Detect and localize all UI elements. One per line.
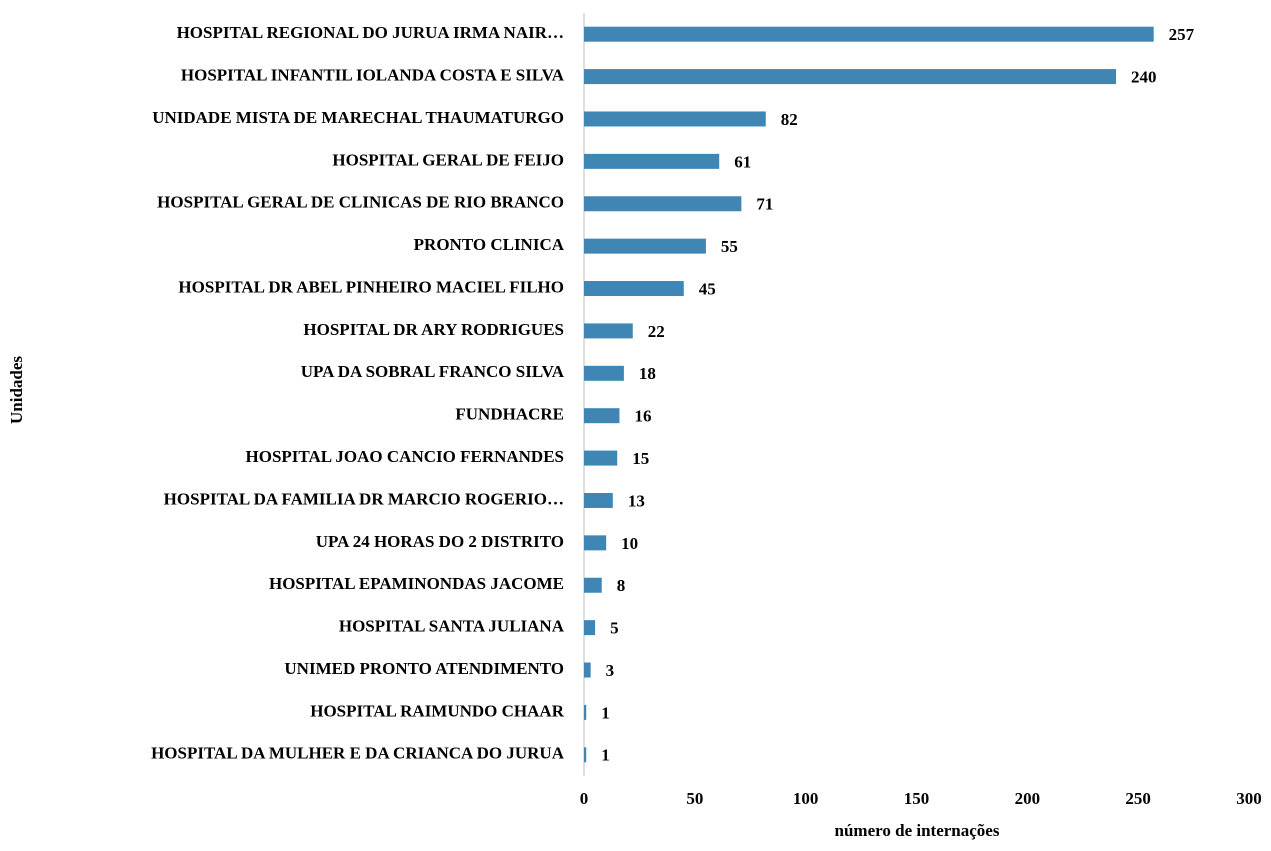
bar	[584, 281, 684, 297]
bar	[584, 365, 624, 381]
data-label: 257	[1169, 25, 1195, 44]
data-label: 71	[756, 195, 773, 214]
data-label: 55	[721, 237, 738, 256]
bar	[584, 492, 613, 508]
y-tick-label: PRONTO CLINICA	[414, 235, 565, 254]
y-tick-label: UPA DA SOBRAL FRANCO SILVA	[301, 362, 565, 381]
y-tick-label: HOSPITAL DR ARY RODRIGUES	[303, 320, 564, 339]
bar	[584, 620, 596, 636]
bar	[584, 238, 706, 254]
y-tick-label: UPA 24 HORAS DO 2 DISTRITO	[316, 532, 564, 551]
y-tick-label: FUNDHACRE	[455, 405, 564, 424]
x-axis-label: número de internações	[835, 821, 1000, 840]
y-tick-label: HOSPITAL GERAL DE FEIJO	[332, 150, 564, 169]
bar	[584, 747, 587, 763]
x-tick-label: 250	[1125, 789, 1151, 808]
x-tick-label: 50	[686, 789, 703, 808]
x-tick-label: 300	[1236, 789, 1262, 808]
x-tick-label: 100	[793, 789, 819, 808]
data-label: 82	[781, 110, 798, 129]
data-label: 61	[734, 152, 751, 171]
bar	[584, 450, 618, 466]
data-label: 8	[617, 576, 626, 595]
bar	[584, 704, 587, 720]
y-tick-label: HOSPITAL REGIONAL DO JURUA IRMA NAIR…	[177, 23, 564, 42]
y-tick-label: UNIMED PRONTO ATENDIMENTO	[284, 659, 564, 678]
y-tick-label: HOSPITAL DA MULHER E DA CRIANCA DO JURUA	[151, 744, 565, 763]
bar	[584, 535, 607, 551]
x-tick-label: 150	[904, 789, 930, 808]
data-label: 13	[628, 491, 645, 510]
y-tick-label: HOSPITAL DA FAMILIA DR MARCIO ROGERIO…	[164, 489, 564, 508]
bar	[584, 26, 1154, 42]
data-label: 22	[648, 322, 665, 341]
data-label: 10	[621, 534, 638, 553]
data-label: 240	[1131, 67, 1157, 86]
y-tick-label: HOSPITAL JOAO CANCIO FERNANDES	[246, 447, 564, 466]
bar	[584, 196, 742, 212]
bar	[584, 153, 720, 169]
y-axis-label: Unidades	[7, 356, 26, 424]
y-tick-label: HOSPITAL EPAMINONDAS JACOME	[269, 574, 564, 593]
data-label: 45	[699, 279, 716, 298]
data-label: 18	[639, 364, 656, 383]
bar	[584, 408, 620, 424]
bar	[584, 111, 766, 127]
data-label: 5	[610, 619, 619, 638]
bar	[584, 662, 591, 678]
bar	[584, 69, 1116, 85]
y-tick-label: HOSPITAL SANTA JULIANA	[339, 617, 565, 636]
y-tick-label: HOSPITAL GERAL DE CLINICAS DE RIO BRANCO	[157, 193, 564, 212]
data-label: 1	[601, 746, 610, 765]
data-label: 1	[601, 703, 610, 722]
y-tick-label: HOSPITAL INFANTIL IOLANDA COSTA E SILVA	[181, 65, 565, 84]
x-tick-label: 0	[580, 789, 589, 808]
bar	[584, 323, 633, 339]
x-tick-label: 200	[1015, 789, 1041, 808]
data-label: 15	[632, 449, 649, 468]
y-tick-label: UNIDADE MISTA DE MARECHAL THAUMATURGO	[152, 108, 564, 127]
data-label: 16	[634, 407, 651, 426]
bar	[584, 577, 602, 593]
data-label: 3	[606, 661, 615, 680]
y-tick-label: HOSPITAL RAIMUNDO CHAAR	[310, 701, 564, 720]
y-tick-label: HOSPITAL DR ABEL PINHEIRO MACIEL FILHO	[178, 277, 564, 296]
